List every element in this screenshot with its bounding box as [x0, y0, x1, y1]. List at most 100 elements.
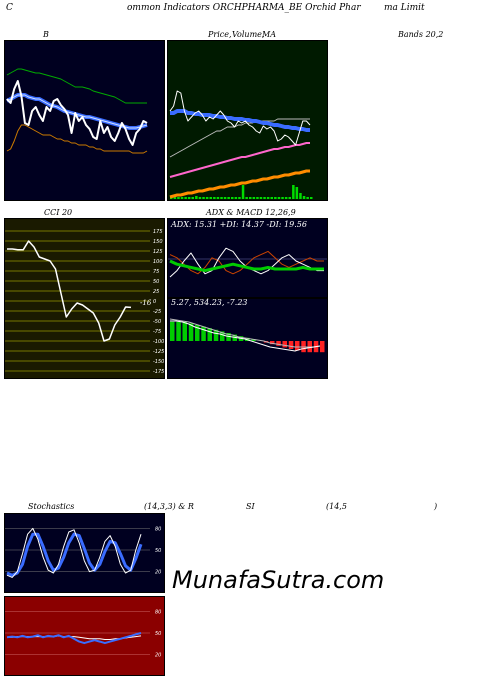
volume-bar	[306, 197, 309, 199]
volume-bar	[249, 197, 252, 199]
title-rsi-params: (14,5	[326, 502, 347, 511]
watermark: MunafaSutra.com	[172, 566, 385, 594]
macd-bar	[201, 326, 206, 341]
macd-bar	[226, 333, 231, 341]
macd-bar	[170, 321, 175, 341]
stoch-tick-label: 20	[155, 570, 161, 576]
volume-bar	[231, 197, 234, 199]
macd-bar	[288, 341, 294, 349]
cci-tick-label: -175	[153, 369, 164, 375]
macd-bar	[320, 341, 325, 353]
macd-chart	[169, 318, 325, 353]
title-close-paren: )	[434, 502, 438, 511]
stoch-tick-label: 80	[155, 526, 161, 532]
rsi-chart: 80 50 20	[5, 609, 161, 659]
macd-bar	[295, 341, 300, 351]
stoch-k-line	[6, 527, 142, 578]
volume-bar	[195, 196, 198, 199]
volume-bar	[205, 197, 209, 199]
volume-bar	[216, 197, 220, 199]
title-stochastics: Stochastics	[28, 502, 75, 511]
macd-bar	[220, 331, 225, 341]
rsi-tick-label: 20	[155, 653, 161, 659]
macd-bar	[176, 321, 181, 341]
volume-bar	[180, 197, 184, 199]
plus-di-line	[169, 247, 324, 278]
macd-line	[170, 320, 321, 352]
macd-signal-line	[169, 318, 321, 348]
header-title-end: ma Limit	[384, 3, 425, 13]
volume-bar	[227, 197, 230, 199]
volume-bar	[238, 197, 241, 199]
cci-chart: 175 150 125 100 75 50 25 0 -25 -50 -75 -100 -125 -150…	[5, 229, 164, 375]
volume-bar	[213, 197, 216, 199]
cci-tick-label: 75	[153, 269, 159, 275]
title-rsi: SI	[246, 502, 255, 511]
title-price: Price,	[208, 30, 232, 39]
volume-bar	[292, 185, 295, 199]
volume-bar	[288, 197, 291, 199]
volume-bar	[241, 185, 245, 199]
stochastics-panel: 80 50 20	[4, 513, 165, 593]
volume-bar	[281, 197, 284, 199]
volume-bar	[202, 197, 205, 199]
minus-di-line	[169, 250, 324, 275]
volume-bar	[270, 197, 273, 199]
volume-bar	[277, 197, 281, 199]
title-cci: CCI 20	[44, 208, 73, 217]
boll-upper-line	[6, 68, 147, 104]
header-title: ommon Indicators ORCHPHARMA_BE Orchid Ph…	[127, 3, 361, 13]
cci-value-label: -16	[140, 299, 152, 307]
cci-tick-label: -25	[153, 309, 161, 315]
stoch-d-line	[6, 532, 143, 577]
volume-bar	[209, 197, 212, 199]
stochastics-chart: 80 50 20	[5, 526, 161, 578]
macd-bar	[195, 325, 200, 341]
macd-panel	[167, 298, 328, 379]
boll-lower-line	[6, 124, 148, 154]
volume-bar	[245, 197, 248, 199]
volume-bar	[177, 197, 180, 199]
volume-bar	[295, 187, 299, 199]
title-stoch-params: (14,3,3) & R	[144, 502, 194, 511]
volume-bar	[234, 197, 238, 199]
bollinger-panel	[4, 40, 165, 201]
rsi-tick-label: 50	[155, 631, 161, 637]
volume-bar	[259, 197, 263, 199]
cci-panel: 175 150 125 100 75 50 25 0 -25 -50 -75 -100 -125 -150…	[4, 218, 165, 379]
cci-tick-label: 175	[153, 229, 163, 235]
volume-bar	[173, 197, 177, 199]
volume-bar	[252, 197, 256, 199]
adx-chart	[168, 247, 327, 278]
title-adx-macd: ADX & MACD 12,26,9	[206, 208, 296, 217]
rsi-tick-label: 80	[155, 609, 161, 615]
adx-line	[169, 259, 324, 273]
macd-bar	[188, 323, 194, 341]
cci-tick-label: 125	[153, 249, 163, 255]
volume-bar	[256, 197, 259, 199]
cci-line	[7, 240, 132, 342]
title-bands: Bands 20,2	[398, 30, 444, 39]
macd-bar	[276, 341, 281, 346]
cci-tick-label: 100	[153, 259, 163, 265]
rsi-line	[6, 632, 142, 645]
volume-bar	[263, 197, 266, 199]
ma-pink-line	[169, 142, 310, 178]
cci-tick-label: -100	[153, 339, 164, 345]
cci-tick-label: -125	[153, 349, 164, 355]
adx-values: ADX: 15.31 +DI: 14.37 -DI: 19.56	[171, 220, 307, 229]
rsi-panel: 80 50 20	[4, 596, 165, 676]
ma-blue-line	[170, 109, 310, 132]
cci-tick-label: 0	[153, 299, 156, 305]
macd-bar	[270, 341, 275, 345]
volume-bar	[310, 197, 313, 199]
cci-tick-label: -150	[153, 359, 164, 365]
cci-tick-label: -75	[153, 329, 161, 335]
volume-bar	[299, 193, 302, 199]
boll-price-line	[6, 80, 148, 146]
volume-bar	[284, 197, 288, 199]
volume-bar	[274, 197, 277, 199]
cci-tick-label: 25	[153, 289, 159, 295]
price-volume-chart	[169, 90, 313, 199]
volume-bar	[302, 196, 306, 199]
